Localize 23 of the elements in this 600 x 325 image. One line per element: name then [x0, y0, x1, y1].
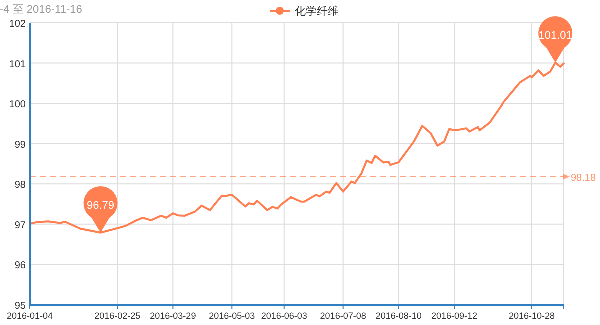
y-tick-label: 101 [9, 59, 26, 70]
x-tick-label: 2016-03-29 [150, 311, 196, 321]
x-tick-label: 2016-05-03 [209, 311, 256, 321]
y-tick-label: 100 [9, 100, 26, 111]
y-tick-label: 99 [14, 140, 26, 151]
x-tick-label: 2016-09-12 [431, 311, 478, 321]
chart-title: -4 至 2016-11-16 [0, 4, 82, 16]
x-tick-label: 2016-01-04 [6, 311, 54, 321]
x-tick-label: 2016-07-08 [320, 311, 366, 321]
annotation: 96.79 [86, 200, 115, 212]
legend-label: 化学纤维 [295, 5, 339, 18]
x-tick-label: 2016-08-10 [376, 311, 422, 321]
ref-line-label: 98.18 [571, 172, 596, 184]
line-series [29, 62, 565, 234]
y-tick-label: 98 [14, 180, 26, 192]
x-tick-label: 2016-10-28 [508, 311, 556, 321]
y-tick-label: 96 [14, 260, 26, 272]
y-tick-label: 97 [14, 220, 26, 232]
annotation: 101.01 [538, 30, 572, 42]
x-tick-label: 2016-06-03 [261, 311, 308, 321]
y-tick-label: 95 [14, 301, 26, 312]
y-tick-label: 102 [9, 19, 26, 30]
x-tick-label: 2016-02-25 [94, 311, 141, 321]
